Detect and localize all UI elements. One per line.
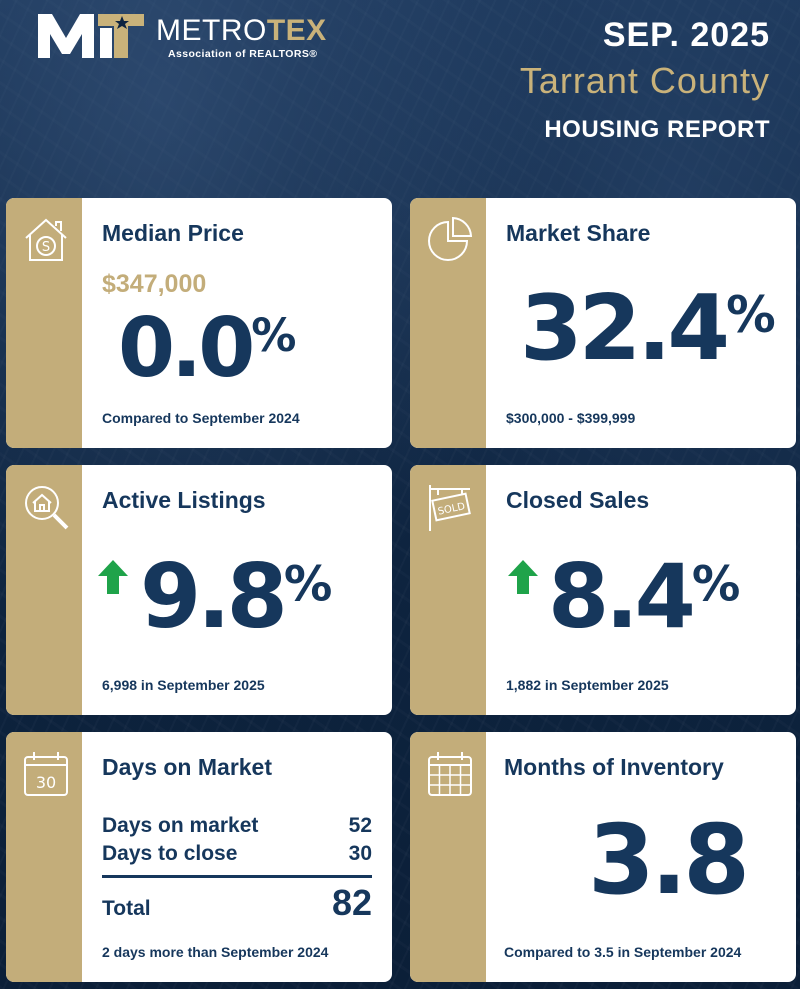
dom-row-days-to-close: Days to close 30 [102,842,372,866]
card-accent-band [6,198,82,448]
percent-sign: % [283,556,333,613]
card-title: Months of Inventory [504,754,724,780]
dom-row-days-on-market: Days on market 52 [102,814,372,838]
metrotex-logo: METROTEX Association of REALTORS® [38,10,378,62]
market-share-number: 32.4 [520,276,730,381]
months-of-inventory-value: 3.8 [588,804,750,916]
card-footer: 1,882 in September 2025 [506,677,669,693]
up-arrow-icon [508,560,538,594]
report-title: HOUSING REPORT [544,116,770,143]
dom-row-label: Days to close [102,842,238,865]
dom-total-divider [102,875,372,878]
dom-row-value: 52 [348,814,372,837]
median-price-value: $347,000 [102,270,207,298]
report-date: SEP. 2025 [602,16,770,54]
card-title: Active Listings [102,487,266,513]
dom-row-total: Total 82 [102,882,372,924]
market-share-card: Market Share 32.4% $300,000 - $399,999 [410,198,796,448]
house-search-icon [25,486,69,530]
median-price-change: 0.0% [118,308,296,390]
closed-sales-card: SOLD Closed Sales 8.4% 1,882 in Septembe… [410,465,796,715]
up-arrow-icon [98,560,128,594]
card-footer: 2 days more than September 2024 [102,944,329,960]
percent-sign: % [726,285,776,344]
card-footer: Compared to September 2024 [102,410,300,426]
closed-sales-change-value: 8.4 [548,545,696,648]
house-dollar-icon: S [25,218,67,261]
active-listings-card: Active Listings 9.8% 6,998 in September … [6,465,392,715]
dom-total-value: 82 [331,882,372,923]
card-title: Market Share [506,220,651,246]
calendar-day-number: 30 [36,773,56,792]
county-name: Tarrant County [519,60,770,101]
calendar-30-icon: 30 [24,752,68,796]
card-footer: 6,998 in September 2025 [102,677,265,693]
card-accent-band [6,732,82,982]
logo-subtitle: Association of REALTORS® [168,48,318,60]
card-title: Days on Market [102,754,273,780]
card-footer: $300,000 - $399,999 [506,410,636,426]
card-title: Median Price [102,220,244,246]
median-price-card: S Median Price $347,000 0.0% Compared to… [6,198,392,448]
mt-logo-mark-icon [38,14,144,58]
logo-word-tex: TEX [266,14,327,47]
percent-sign: % [691,556,741,613]
median-price-change-value: 0.0 [118,301,255,396]
sold-sign-icon: SOLD [429,485,471,531]
closed-sales-change: 8.4% [548,553,740,641]
days-on-market-card: 30 Days on Market Days on market 52 Days… [6,732,392,982]
market-share-value: 32.4% [520,284,776,374]
pie-chart-icon [428,216,473,261]
logo-word-metro: METRO [156,14,267,47]
dom-row-value: 30 [348,842,372,865]
calendar-grid-icon [428,752,472,796]
card-footer: Compared to 3.5 in September 2024 [504,944,742,960]
card-accent-band [410,732,486,982]
dom-row-label: Days on market [102,814,259,837]
months-of-inventory-card: Months of Inventory 3.8 Compared to 3.5 … [410,732,796,982]
svg-text:S: S [42,240,50,255]
logo-wordmark: METROTEX [156,16,327,46]
percent-sign: % [251,309,297,363]
dom-total-label: Total [102,897,151,920]
active-listings-change-value: 9.8 [140,545,288,648]
card-title: Closed Sales [506,487,650,513]
card-accent-band [410,465,486,715]
active-listings-change: 9.8% [140,553,332,641]
